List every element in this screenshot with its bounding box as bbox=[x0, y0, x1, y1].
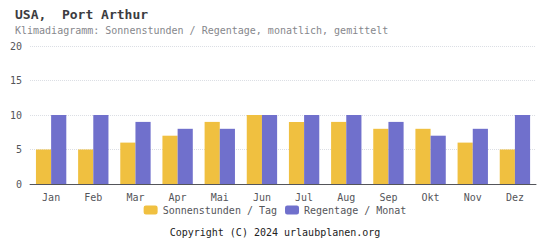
svg-text:Jan: Jan bbox=[42, 192, 60, 203]
svg-text:Nov: Nov bbox=[464, 192, 482, 203]
svg-text:Sonnenstunden / Tag: Sonnenstunden / Tag bbox=[163, 205, 277, 216]
svg-text:Klimadiagramm: Sonnenstunden /: Klimadiagramm: Sonnenstunden / Regentage… bbox=[15, 25, 388, 36]
svg-text:Jun: Jun bbox=[253, 192, 271, 203]
svg-text:0: 0 bbox=[16, 179, 22, 190]
svg-text:Aug: Aug bbox=[337, 192, 355, 203]
svg-text:20: 20 bbox=[10, 41, 22, 52]
svg-text:USA, Port Arthur: USA, Port Arthur bbox=[15, 7, 148, 22]
svg-text:Regentage / Monat: Regentage / Monat bbox=[304, 205, 406, 216]
svg-text:Dez: Dez bbox=[506, 192, 524, 203]
svg-text:10: 10 bbox=[10, 110, 22, 121]
svg-text:Jul: Jul bbox=[295, 192, 313, 203]
svg-text:Copyright (C) 2024 urlaubplane: Copyright (C) 2024 urlaubplanen.org bbox=[170, 227, 381, 238]
svg-text:Feb: Feb bbox=[84, 192, 102, 203]
svg-text:Apr: Apr bbox=[169, 192, 187, 203]
svg-text:15: 15 bbox=[10, 75, 22, 86]
svg-text:Okt: Okt bbox=[422, 192, 440, 203]
svg-text:Sep: Sep bbox=[379, 192, 397, 203]
svg-text:Mar: Mar bbox=[126, 192, 144, 203]
svg-text:5: 5 bbox=[16, 144, 22, 155]
svg-text:Mai: Mai bbox=[211, 192, 229, 203]
